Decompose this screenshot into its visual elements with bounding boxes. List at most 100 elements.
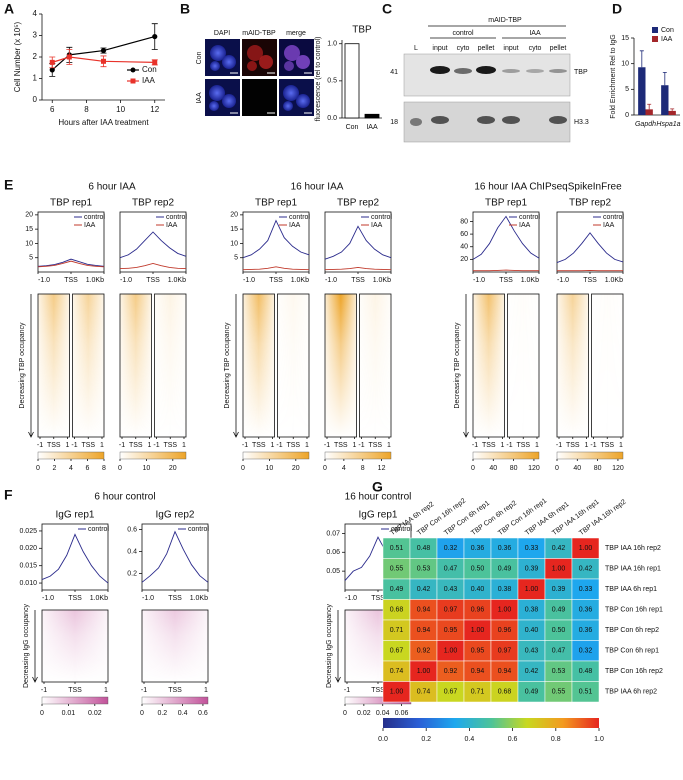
x-tick-label: TSS — [351, 277, 365, 284]
colorbar — [472, 451, 540, 460]
heatmap-fade — [325, 294, 357, 437]
plot-frame — [141, 523, 209, 591]
heatmap-tick-label: 1 — [182, 442, 186, 449]
colorbar-tick-label: 0.02 — [88, 710, 102, 717]
colorbar-tick-label: 0.01 — [62, 710, 76, 717]
cell-label: 0.71 — [390, 627, 404, 634]
x-tick-label: 6 — [50, 105, 55, 114]
heatmap-tick-label: -1 — [358, 442, 364, 449]
heatmap — [592, 294, 624, 437]
colorbar-tick-label: 4 — [69, 465, 73, 472]
y-tick-label: 10 — [25, 240, 33, 247]
x-tick-label: 8 — [84, 105, 89, 114]
panel-label: C — [382, 1, 392, 17]
colorbar — [41, 696, 109, 705]
colorbar-tick-label: 1.0 — [594, 736, 604, 743]
heatmap-tick-label: 1 — [387, 442, 391, 449]
cell-label: 1.00 — [552, 566, 566, 573]
cell-label: 0.33 — [525, 545, 539, 552]
x-tick-label: -1.0 — [325, 277, 337, 284]
blot-image — [403, 53, 571, 97]
heatmap-tick-label: 1 — [585, 442, 589, 449]
legend-label: control — [603, 214, 624, 221]
western-blot: mAID-TBP control IAA L input cyto pellet… — [390, 17, 589, 143]
row-label: TBP IAA 16h rep2 — [605, 545, 661, 552]
cell-label: 0.33 — [579, 586, 593, 593]
x-tick-label: 1.0Kb — [86, 277, 104, 284]
heatmap — [277, 294, 309, 437]
bar — [364, 113, 380, 119]
panel-title: TBP rep1 — [485, 198, 527, 209]
colorbar-tick-label: 8 — [361, 465, 365, 472]
heatmap-tick-label: TSS — [129, 442, 143, 449]
error-bar — [639, 50, 644, 68]
heatmap-y-label: Decreasing TBP occupancy — [19, 322, 26, 409]
colorbar-tick-label: 120 — [528, 465, 540, 472]
x-tick-label: -1.0 — [42, 595, 54, 602]
heatmap-tick-label: TSS — [368, 442, 382, 449]
y-tick-label: 5 — [29, 255, 33, 262]
arrow — [463, 294, 469, 438]
heatmap-tick-label: TSS — [482, 442, 496, 449]
lane-label: input — [503, 45, 518, 52]
colorbar — [324, 451, 392, 460]
x-tick-label: 1.0Kb — [291, 277, 309, 284]
heatmap — [120, 294, 152, 437]
legend-label: control — [289, 214, 310, 221]
legend-swatch — [652, 27, 658, 33]
y-tick-label: 4 — [33, 9, 38, 18]
y-tick-label: 3 — [33, 31, 38, 40]
arrow — [233, 294, 239, 438]
heatmap-tick-label: TSS — [566, 442, 580, 449]
heatmap-y-label: Decreasing TBP occupancy — [454, 322, 461, 409]
row-label: TBP Con 6h rep1 — [605, 648, 659, 655]
colorbar-tick-label: 0.2 — [421, 736, 431, 743]
cell-label: 0.51 — [390, 545, 404, 552]
heatmap — [508, 294, 540, 437]
legend-label: control — [88, 526, 109, 533]
bar — [344, 43, 360, 119]
panel-title: TBP rep1 — [255, 198, 297, 209]
heatmap-tick-label: 1 — [271, 442, 275, 449]
heatmap-tick-label: 1 — [204, 687, 208, 694]
point — [100, 47, 107, 54]
heatmap-tick-label: -1 — [472, 442, 478, 449]
heatmap-tick-label: -1 — [242, 442, 248, 449]
cell-label: 0.68 — [390, 607, 404, 614]
heatmap-tick-label: TSS — [286, 442, 300, 449]
x-tick-label: 1.0Kb — [521, 277, 539, 284]
heatmap-fade — [557, 294, 589, 437]
y-tick-label: 10 — [621, 61, 629, 68]
colorbar-tick-label: 40 — [573, 465, 581, 472]
cell-label: 0.95 — [444, 627, 458, 634]
x-tick-label: -1.0 — [243, 277, 255, 284]
column-label: mAID-TBP — [242, 30, 276, 37]
colorbar — [119, 451, 187, 460]
colorbar-tick-label: 0.8 — [551, 736, 561, 743]
heatmap-fade — [120, 294, 152, 437]
y-tick-label: 0 — [33, 95, 38, 104]
heatmap-tick-label: TSS — [81, 442, 95, 449]
heatmap-fade — [592, 294, 624, 437]
series-line — [51, 35, 155, 71]
legend-label: IAA — [603, 222, 615, 229]
heatmap-tick-label: -1 — [344, 687, 350, 694]
panel-title: TBP rep2 — [337, 198, 379, 209]
cell-label: 0.36 — [498, 545, 512, 552]
colorbar-tick-label: 0.4 — [465, 736, 475, 743]
cell-label: 0.94 — [498, 668, 512, 675]
cell-label: 0.47 — [552, 648, 566, 655]
heatmap-tick-label: 1 — [104, 687, 108, 694]
colorbar-tick-label: 8 — [102, 465, 106, 472]
heatmap-tick-label: -1 — [141, 687, 147, 694]
heatmap-fade — [277, 294, 309, 437]
colorbar-tick-label: 20 — [169, 465, 177, 472]
y-axis-label: Fold Enrichment Rel to IgG — [610, 34, 617, 118]
y-tick-label: 80 — [460, 218, 468, 225]
x-tick-label: TSS — [168, 595, 182, 602]
panel-label: B — [180, 1, 190, 17]
group-title: 16 hour IAA — [291, 182, 344, 193]
cell-label: 0.48 — [579, 668, 593, 675]
chart-title: TBP — [352, 25, 372, 36]
x-tick-label: -1.0 — [557, 277, 569, 284]
